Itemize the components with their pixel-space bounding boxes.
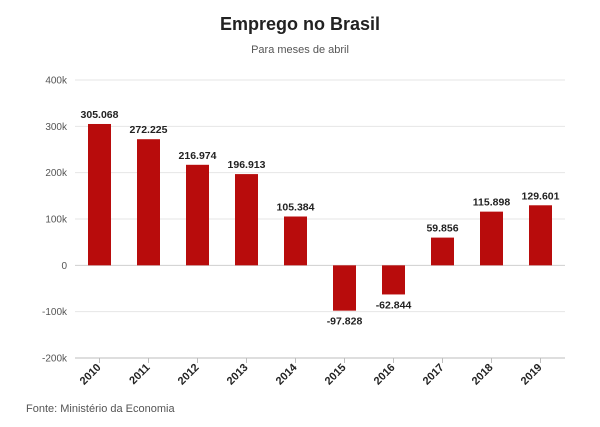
y-tick-label: 200k	[45, 168, 68, 179]
data-label: 129.601	[522, 190, 560, 202]
data-label: -97.828	[327, 316, 363, 328]
y-tick-label: 0	[61, 261, 67, 272]
data-label: 272.225	[130, 124, 168, 136]
data-label: 305.068	[81, 109, 119, 121]
data-label: 196.913	[228, 159, 266, 171]
y-tick-label: 300k	[45, 122, 68, 133]
bar-2013	[235, 174, 258, 266]
data-label: 216.974	[179, 150, 217, 162]
x-tick-label: 2010	[78, 362, 104, 388]
bars-layer	[88, 123, 552, 311]
x-tick-label: 2014	[274, 361, 300, 387]
bar-2017	[431, 237, 454, 266]
data-label: 59.856	[426, 223, 458, 235]
y-tick-label: 400k	[45, 76, 68, 87]
bar-2019	[529, 205, 552, 266]
bar-2015	[333, 265, 356, 311]
data-label: 115.898	[473, 197, 511, 209]
bar-2018	[480, 211, 503, 266]
x-tick-label: 2017	[421, 362, 447, 388]
x-tick-label: 2018	[470, 362, 496, 388]
y-tick-label: -200k	[42, 354, 68, 365]
x-tick-label: 2015	[323, 362, 349, 388]
bar-2010	[88, 123, 111, 266]
data-label: 105.384	[277, 202, 315, 214]
x-tick-label: 2019	[519, 362, 545, 388]
x-tick-label: 2012	[176, 362, 202, 388]
source-note: Fonte: Ministério da Economia	[26, 403, 175, 415]
chart-title: Emprego no Brasil	[219, 14, 381, 34]
bar-2014	[284, 216, 307, 266]
bar-2011	[137, 139, 160, 266]
y-tick-label: 100k	[45, 215, 68, 226]
x-tick-label: 2013	[225, 362, 251, 388]
data-label: -62.844	[376, 299, 412, 311]
x-tick-label: 2011	[127, 362, 152, 387]
chart-subtitle: Para meses de abril	[251, 44, 349, 56]
bar-2012	[186, 164, 209, 266]
bar-2016	[382, 265, 405, 295]
y-tick-label: -100k	[42, 307, 68, 318]
x-tick-label: 2016	[372, 362, 398, 388]
